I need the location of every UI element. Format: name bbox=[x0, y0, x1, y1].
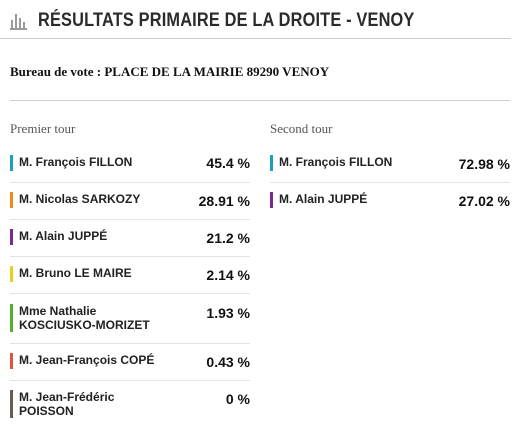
candidate-row-poisson: M. Jean-Frédéric POISSON bbox=[10, 390, 114, 418]
candidate-name: M. Bruno LE MAIRE bbox=[19, 266, 132, 280]
row-divider bbox=[270, 182, 510, 183]
candidate-value: 28.91 % bbox=[198, 193, 250, 209]
candidate-row-nkm: Mme Nathalie KOSCIUSKO-MORIZET bbox=[10, 304, 150, 332]
candidate-value: 0.43 % bbox=[206, 354, 250, 370]
second-round-title: Second tour bbox=[270, 121, 333, 136]
candidate-name: M. Jean-Frédéric POISSON bbox=[19, 390, 114, 418]
candidate-value: 0 % bbox=[225, 391, 250, 407]
candidate-value: 2.14 % bbox=[206, 267, 250, 283]
candidate-row-fillon-second: M. François FILLON bbox=[270, 155, 392, 171]
candidate-name-line: KOSCIUSKO-MORIZET bbox=[19, 318, 150, 332]
candidate-row-cope: M. Jean-François COPÉ bbox=[10, 353, 154, 369]
candidate-row-le-maire: M. Bruno LE MAIRE bbox=[10, 266, 132, 282]
candidate-color-bar bbox=[270, 192, 273, 208]
page-title: RÉSULTATS PRIMAIRE DE LA DROITE - VENOY bbox=[38, 10, 415, 31]
candidate-name-line: POISSON bbox=[19, 404, 74, 418]
candidate-value: 72.98 % bbox=[458, 156, 510, 172]
row-divider bbox=[10, 380, 250, 381]
row-divider bbox=[10, 343, 250, 344]
candidate-row-juppe: M. Alain JUPPÉ bbox=[10, 229, 107, 245]
row-divider bbox=[10, 256, 250, 257]
candidate-name: M. Nicolas SARKOZY bbox=[19, 192, 141, 206]
candidate-name: M. Alain JUPPÉ bbox=[19, 229, 108, 243]
row-divider bbox=[10, 293, 250, 294]
candidate-name: M. François FILLON bbox=[19, 155, 133, 169]
page-header: RÉSULTATS PRIMAIRE DE LA DROITE - VENOY bbox=[10, 8, 476, 34]
row-divider bbox=[10, 182, 250, 183]
candidate-name: M. François FILLON bbox=[279, 155, 393, 169]
candidate-color-bar bbox=[10, 304, 13, 332]
candidate-name: Mme Nathalie KOSCIUSKO-MORIZET bbox=[19, 304, 150, 332]
polling-station-label: Bureau de vote : PLACE DE LA MAIRIE 8929… bbox=[10, 64, 330, 79]
candidate-color-bar bbox=[10, 229, 13, 245]
first-round-title: Premier tour bbox=[10, 121, 76, 136]
bar-chart-icon bbox=[10, 12, 28, 30]
candidate-color-bar bbox=[10, 390, 13, 418]
candidate-color-bar bbox=[10, 192, 13, 208]
candidate-row-juppe-second: M. Alain JUPPÉ bbox=[270, 192, 367, 208]
candidate-color-bar bbox=[10, 353, 13, 369]
candidate-color-bar bbox=[10, 155, 13, 171]
candidate-value: 27.02 % bbox=[458, 193, 510, 209]
candidate-name-line: M. Jean-Frédéric bbox=[19, 390, 115, 404]
section-divider bbox=[10, 100, 510, 101]
candidate-name: M. Alain JUPPÉ bbox=[279, 192, 368, 206]
candidate-row-fillon: M. François FILLON bbox=[10, 155, 132, 171]
row-divider bbox=[10, 219, 250, 220]
candidate-value: 45.4 % bbox=[206, 155, 250, 171]
candidate-value: 1.93 % bbox=[206, 305, 250, 321]
candidate-row-sarkozy: M. Nicolas SARKOZY bbox=[10, 192, 140, 208]
candidate-color-bar bbox=[10, 266, 13, 282]
candidate-name: M. Jean-François COPÉ bbox=[19, 353, 155, 367]
candidate-color-bar bbox=[270, 155, 273, 171]
header-divider bbox=[0, 38, 511, 39]
candidate-value: 21.2 % bbox=[206, 230, 250, 246]
candidate-name-line: Mme Nathalie bbox=[19, 304, 97, 318]
